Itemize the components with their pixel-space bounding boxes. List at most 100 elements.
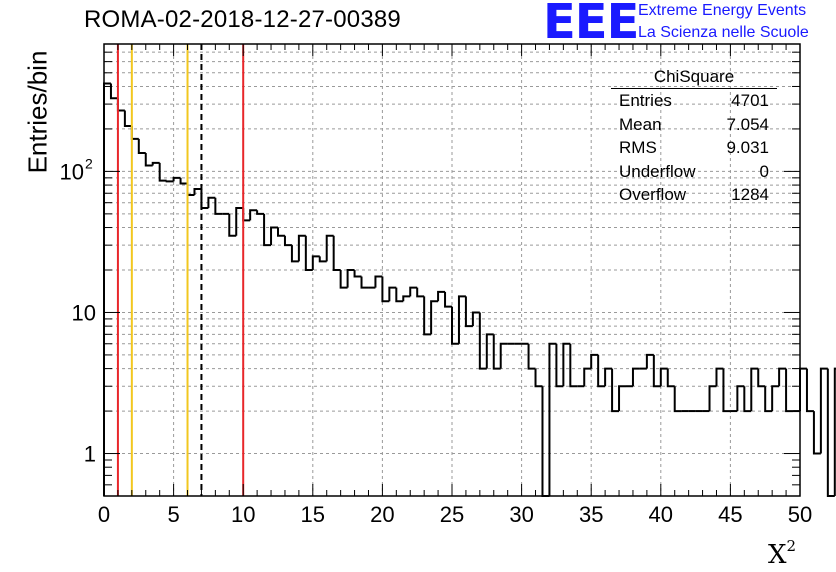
histogram-bin bbox=[583, 367, 592, 387]
histogram-bin bbox=[416, 287, 425, 298]
histogram-bin bbox=[374, 275, 383, 288]
histogram-bin bbox=[708, 385, 717, 412]
histogram-bin bbox=[485, 333, 494, 369]
histogram-bin bbox=[812, 411, 821, 455]
histogram-bin bbox=[764, 386, 773, 413]
stats-row-entries: Entries 4701 bbox=[611, 89, 777, 113]
histogram-bin bbox=[826, 368, 835, 497]
histogram-bin bbox=[478, 312, 487, 370]
histogram-bin bbox=[604, 367, 613, 387]
histogram-bin bbox=[819, 367, 828, 454]
y-tick-label: 10 bbox=[72, 300, 96, 325]
logo-line-2: La Scienza nelle Scuole bbox=[638, 24, 809, 41]
x-tick-label: 30 bbox=[509, 502, 533, 527]
y-tick-label: 10 bbox=[60, 159, 84, 184]
x-tick-label: 45 bbox=[718, 502, 742, 527]
stats-key: RMS bbox=[619, 138, 657, 157]
histogram-bin bbox=[151, 161, 160, 166]
x-tick-label: 35 bbox=[579, 502, 603, 527]
histogram-bin bbox=[451, 306, 459, 345]
histogram-bin bbox=[311, 255, 320, 270]
x-axis-label: X2 bbox=[768, 537, 796, 570]
histogram-bin bbox=[534, 368, 543, 388]
histogram-bin bbox=[158, 162, 167, 182]
histogram-bin bbox=[722, 368, 731, 413]
histogram-bin bbox=[270, 226, 278, 246]
histogram-bin bbox=[200, 189, 209, 210]
stats-title: ChiSquare bbox=[611, 66, 777, 89]
y-tick-label: 1 bbox=[84, 442, 96, 467]
x-axis-label-superscript: 2 bbox=[786, 537, 797, 555]
stats-row-underflow: Underflow 0 bbox=[611, 160, 777, 184]
x-tick-label: 25 bbox=[440, 502, 464, 527]
histogram-bin bbox=[437, 290, 446, 302]
histogram-bin bbox=[381, 276, 390, 303]
histogram-bin bbox=[346, 269, 355, 288]
histogram-bin bbox=[103, 82, 111, 496]
stats-key: Overflow bbox=[619, 185, 687, 204]
stats-value: 7.054 bbox=[726, 114, 769, 134]
y-tick-label-exponent: 2 bbox=[85, 155, 93, 171]
stats-row-rms: RMS 9.031 bbox=[611, 136, 777, 160]
stats-value: 9.031 bbox=[726, 138, 769, 157]
histogram-bin bbox=[409, 286, 418, 297]
x-tick-label: 20 bbox=[370, 502, 394, 527]
histogram-bin bbox=[611, 368, 620, 413]
histogram-bin bbox=[144, 153, 153, 167]
histogram-bin bbox=[325, 234, 334, 262]
histogram-bin bbox=[548, 342, 557, 496]
histogram-bin bbox=[833, 367, 836, 496]
histogram-bin bbox=[263, 213, 272, 247]
histogram-bin bbox=[659, 367, 668, 387]
stats-key: Entries bbox=[619, 91, 672, 110]
histogram-bin bbox=[715, 367, 724, 387]
histogram-bin bbox=[165, 180, 174, 183]
histogram-bin bbox=[297, 234, 306, 262]
stats-value: 0 bbox=[759, 161, 769, 181]
histogram-bin bbox=[597, 354, 606, 388]
histogram-bin bbox=[736, 385, 745, 412]
histogram-bin bbox=[214, 197, 223, 215]
histogram-bin bbox=[757, 368, 766, 388]
histogram-bin bbox=[652, 354, 661, 388]
histogram-bin bbox=[137, 138, 146, 155]
x-tick-label: 0 bbox=[98, 502, 110, 527]
stats-key: Mean bbox=[619, 114, 662, 134]
histogram-bin bbox=[750, 367, 759, 412]
histogram-bin bbox=[618, 385, 626, 412]
histogram-bin bbox=[423, 296, 432, 336]
histogram-bin bbox=[492, 334, 501, 370]
histogram-bin bbox=[673, 386, 682, 413]
histogram-bin bbox=[123, 110, 132, 127]
x-tick-label: 10 bbox=[231, 502, 255, 527]
histogram-bin bbox=[527, 343, 536, 370]
histogram-bin bbox=[805, 368, 814, 413]
histogram-bin bbox=[499, 342, 508, 369]
stats-row-overflow: Overflow 1284 bbox=[611, 183, 777, 207]
histogram-bin bbox=[339, 270, 348, 289]
chart-title: ROMA-02-2018-12-27-00389 bbox=[84, 6, 401, 33]
histogram-bin bbox=[645, 353, 654, 369]
histogram-bin bbox=[332, 235, 341, 271]
x-tick-label: 15 bbox=[301, 502, 325, 527]
histogram-bin bbox=[130, 125, 139, 140]
histogram-bin bbox=[193, 188, 202, 196]
histogram-bin bbox=[256, 210, 265, 215]
x-tick-label: 5 bbox=[167, 502, 179, 527]
histogram-bin bbox=[109, 83, 118, 100]
histogram-bin bbox=[430, 300, 439, 335]
histogram-bin bbox=[555, 343, 564, 388]
histogram-bin bbox=[360, 276, 369, 289]
histogram-bin bbox=[402, 295, 411, 302]
x-axis-label-base: X bbox=[768, 540, 787, 570]
histogram-bin bbox=[249, 209, 258, 221]
x-tick-label: 50 bbox=[788, 502, 812, 527]
stats-row-mean: Mean 7.054 bbox=[611, 113, 777, 137]
histogram-bin bbox=[799, 367, 807, 412]
histogram-bin bbox=[771, 385, 780, 412]
histogram-bin bbox=[457, 295, 466, 344]
histogram-bin bbox=[395, 287, 404, 303]
histogram-bin bbox=[562, 342, 571, 387]
stats-key: Underflow bbox=[619, 161, 696, 181]
histogram-bin bbox=[207, 196, 216, 209]
